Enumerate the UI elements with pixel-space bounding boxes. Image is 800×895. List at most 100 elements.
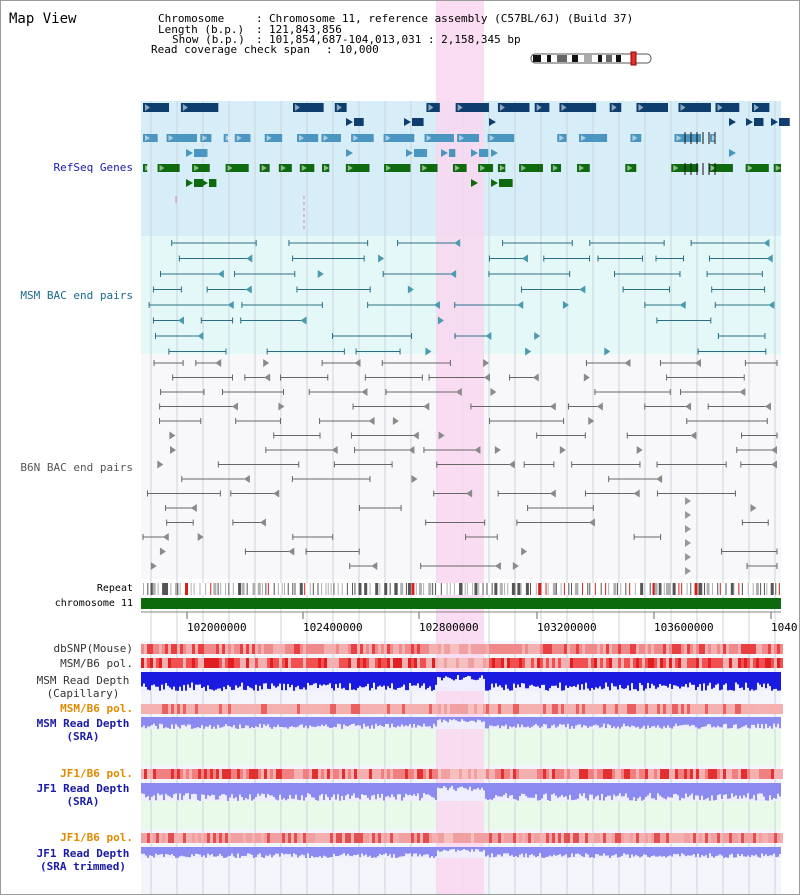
polymorphism-cell (372, 833, 375, 843)
repeat-element (364, 583, 368, 595)
read-depth-bar (769, 783, 771, 796)
polymorphism-cell (513, 704, 516, 714)
polymorphism-cell (360, 769, 363, 779)
polymorphism-cell (606, 658, 609, 668)
read-depth-bar (365, 783, 367, 796)
polymorphism-cell (207, 644, 210, 654)
polymorphism-cell (651, 833, 654, 843)
read-depth-bar (265, 847, 267, 856)
read-depth-bar (461, 717, 463, 720)
polymorphism-cell (321, 704, 324, 714)
polymorphism-cell (519, 833, 522, 843)
polymorphism-cell (141, 833, 144, 843)
polymorphism-cell (642, 658, 645, 668)
bac-pair-arrow (455, 388, 462, 396)
polymorphism-cell (144, 769, 147, 779)
read-depth-bar (429, 847, 431, 858)
read-depth-bar (341, 672, 343, 689)
read-depth-bar (527, 783, 529, 798)
read-depth-bar (177, 783, 179, 801)
read-depth-bar (585, 672, 587, 683)
polymorphism-cell (168, 644, 171, 654)
polymorphism-cell (582, 769, 585, 779)
polymorphism-cell (774, 644, 777, 654)
read-depth-bar (425, 847, 427, 855)
polymorphism-cell (342, 644, 345, 654)
polymorphism-cell (720, 833, 723, 843)
polymorphism-cell (516, 704, 519, 714)
refseq-genes-label[interactable]: RefSeq Genes (53, 161, 133, 174)
read-depth-bar (213, 783, 215, 796)
read-depth-bar (469, 672, 471, 677)
read-depth-bar (595, 847, 597, 855)
read-depth-bar (295, 717, 297, 728)
read-depth-bar (547, 847, 549, 857)
repeat-element (563, 583, 565, 595)
read-depth-bar (725, 717, 727, 724)
polymorphism-cell (414, 769, 417, 779)
read-depth-bar (227, 672, 229, 686)
read-depth-bar (319, 717, 321, 727)
read-depth-bar (625, 717, 627, 727)
polymorphism-cell (642, 704, 645, 714)
read-depth-bar (555, 783, 557, 796)
polymorphism-cell (378, 658, 381, 668)
read-depth-bar (361, 717, 363, 729)
read-depth-bar (309, 717, 311, 726)
polymorphism-cell (183, 704, 186, 714)
polymorphism-cell (414, 658, 417, 668)
polymorphism-cell (534, 769, 537, 779)
polymorphism-cell (393, 769, 396, 779)
read-depth-bar (243, 672, 245, 690)
read-depth-bar (623, 672, 625, 689)
read-depth-bar (205, 783, 207, 799)
read-depth-bar (455, 717, 457, 721)
read-depth-bar (733, 717, 735, 725)
b6n-bac-label[interactable]: B6N BAC end pairs (20, 461, 133, 474)
read-depth-bar (403, 783, 405, 798)
read-depth-bar (341, 717, 343, 729)
polymorphism-cell (456, 644, 459, 654)
polymorphism-cell (684, 833, 687, 843)
read-depth-bar (345, 783, 347, 796)
polymorphism-cell (591, 833, 594, 843)
read-depth-bar (739, 783, 741, 796)
read-depth-bar (163, 672, 165, 690)
polymorphism-cell (408, 658, 411, 668)
polymorphism-cell (642, 833, 645, 843)
polymorphism-cell (279, 769, 282, 779)
read-depth-bar (485, 717, 487, 729)
read-depth-bar (643, 717, 645, 726)
gene-arrow-small (346, 118, 353, 126)
polymorphism-cell (471, 704, 474, 714)
polymorphism-cell (681, 769, 684, 779)
polymorphism-cell (399, 833, 402, 843)
read-depth-bar (167, 847, 169, 855)
polymorphism-cell (588, 704, 591, 714)
read-depth-bar (743, 672, 745, 690)
read-depth-bar (729, 672, 731, 690)
msm-bac-label[interactable]: MSM BAC end pairs (20, 289, 133, 302)
polymorphism-cell (291, 704, 294, 714)
polymorphism-cell (375, 833, 378, 843)
repeat-element (210, 583, 212, 595)
repeat-element (164, 583, 168, 595)
repeat-element (435, 583, 437, 595)
repeat-element (617, 583, 619, 595)
polymorphism-cell (570, 658, 573, 668)
polymorphism-cell (204, 644, 207, 654)
read-depth-bar (227, 847, 229, 857)
polymorphism-cell (702, 704, 705, 714)
polymorphism-cell (429, 704, 432, 714)
polymorphism-cell (501, 658, 504, 668)
gene-block (234, 134, 251, 142)
polymorphism-cell (678, 833, 681, 843)
read-depth-bar (439, 847, 441, 852)
read-depth-bar (769, 672, 771, 687)
polymorphism-cell (285, 658, 288, 668)
polymorphism-cell (261, 658, 264, 668)
read-depth-bar (423, 717, 425, 724)
polymorphism-cell (558, 644, 561, 654)
read-depth-bar (499, 672, 501, 686)
